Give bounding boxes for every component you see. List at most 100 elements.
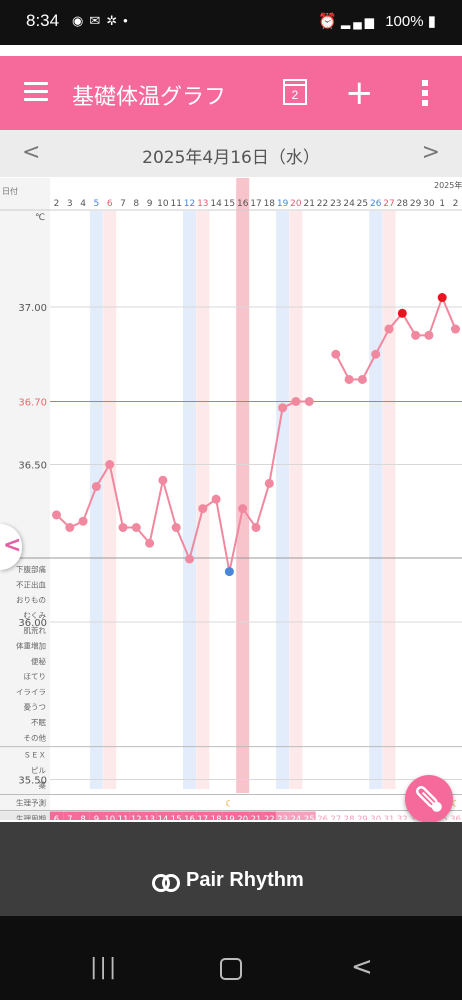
current-date: 2025年4月16日（水） xyxy=(142,148,320,168)
prediction-label: 生理予測 xyxy=(16,798,46,808)
weekend-band xyxy=(382,211,396,789)
weekend-band xyxy=(89,211,103,789)
temperature-point xyxy=(52,510,61,520)
y-axis-unit: ℃ xyxy=(35,213,45,223)
menu-icon[interactable] xyxy=(24,82,48,102)
cycle-day-label: 22 xyxy=(264,815,275,820)
date-tick-label: 4 xyxy=(80,199,86,209)
thermometer-button[interactable] xyxy=(405,775,453,823)
calendar-day: 2 xyxy=(291,88,299,102)
symptom-label: おりもの xyxy=(16,596,46,605)
symptom-label: 下腹部痛 xyxy=(16,564,46,574)
alarm-icon: ⏰ xyxy=(318,13,337,30)
label-column xyxy=(0,178,50,820)
temperature-point xyxy=(278,403,288,413)
more-vertical-icon[interactable] xyxy=(422,80,430,110)
weekend-band xyxy=(289,211,303,789)
temperature-point xyxy=(291,397,301,406)
date-tick-label: 15 xyxy=(224,199,235,209)
date-axis-label: 日付 xyxy=(2,186,18,196)
cycle-day-label: 19 xyxy=(224,815,235,820)
date-tick-label: 21 xyxy=(303,199,314,209)
cycle-day-label: 25 xyxy=(304,815,315,820)
temperature-point xyxy=(65,523,75,532)
signal-icon: ▂▄▆ xyxy=(341,15,378,29)
cycle-day-label: 21 xyxy=(251,815,262,820)
date-tick-label: 22 xyxy=(317,199,328,209)
temperature-point xyxy=(411,330,421,340)
cycle-day-label: 16 xyxy=(184,815,195,820)
cycle-day-label: 6 xyxy=(54,815,59,820)
temperature-line-segment xyxy=(148,480,164,544)
date-tick-label: 25 xyxy=(357,199,368,209)
status-bar: 8:34 ◉✉✲• ⏰ ▂▄▆ 100% ▮ xyxy=(0,0,462,45)
prev-day-button[interactable]: < xyxy=(22,140,41,165)
y-tick-label: 36.00 xyxy=(18,618,47,629)
misc-label: 薬 xyxy=(39,780,47,790)
plus-icon[interactable]: + xyxy=(345,73,374,113)
date-tick-label: 20 xyxy=(290,199,302,209)
temperature-point xyxy=(384,324,394,334)
status-time: 8:34 xyxy=(26,11,60,30)
temperature-line-segment xyxy=(427,297,444,336)
misc-label: ピル xyxy=(31,766,46,775)
temperature-line-segment xyxy=(108,464,124,528)
date-tick-label: 2 xyxy=(54,199,60,209)
today-band xyxy=(236,178,250,793)
cycle-day-label: 30 xyxy=(370,815,381,820)
temperature-point xyxy=(331,349,341,359)
cycle-day-label: 29 xyxy=(357,815,368,820)
system-nav-bar: ||| < xyxy=(0,916,462,1000)
temperature-point xyxy=(78,516,88,526)
date-tick-label: 12 xyxy=(184,199,195,209)
temperature-point xyxy=(238,504,248,514)
cycle-label: 生理周期 xyxy=(16,814,46,821)
battery-icon: ▮ xyxy=(427,13,436,30)
temperature-line-segment xyxy=(334,353,350,380)
cycle-day-label: 31 xyxy=(384,815,395,820)
date-tick-label: 6 xyxy=(107,199,113,209)
temperature-point xyxy=(264,478,274,488)
side-drawer-tab[interactable]: < xyxy=(0,524,22,570)
back-button[interactable]: < xyxy=(351,952,373,982)
temperature-point xyxy=(344,374,354,384)
date-tick-label: 2 xyxy=(453,199,459,209)
recent-apps-button[interactable]: ||| xyxy=(90,955,119,980)
date-tick-label: 16 xyxy=(237,199,249,209)
symptom-label: 憂うつ xyxy=(24,703,47,712)
pairrhythm-logo-icon xyxy=(152,874,180,892)
temperature-point xyxy=(185,554,194,564)
temperature-line-segment xyxy=(361,353,377,380)
temperature-point xyxy=(171,523,181,532)
temperature-point xyxy=(211,494,221,504)
temperature-point xyxy=(371,349,381,359)
moon-icon: ☾ xyxy=(225,800,233,810)
app-header: 基礎体温グラフ 2 + xyxy=(0,56,462,130)
date-tick-label: 30 xyxy=(423,199,435,209)
date-tick-label: 27 xyxy=(383,199,394,209)
home-button[interactable] xyxy=(220,958,242,980)
symptom-label: その他 xyxy=(24,732,47,742)
next-day-button[interactable]: > xyxy=(421,140,440,165)
date-tick-label: 13 xyxy=(197,199,208,209)
y-tick-label: 35.50 xyxy=(18,776,47,787)
temperature-point xyxy=(145,538,155,548)
temperature-chart[interactable]: 日付 2025年 2 3 4 5 6 7 8 9 10 11 12 13 14 15 16 17 18 19 20 21 2… xyxy=(0,146,462,826)
cycle-day-label: 8 xyxy=(80,815,85,820)
temperature-point xyxy=(131,523,141,532)
temperature-line-segment xyxy=(82,486,98,522)
weekend-band xyxy=(103,211,117,789)
temperature-line-segment xyxy=(255,483,271,528)
temperature-point xyxy=(158,475,168,485)
cycle-day-label: 9 xyxy=(94,815,99,820)
temperature-point xyxy=(304,397,314,406)
cycle-day-label: 27 xyxy=(330,815,341,820)
date-tick-label: 18 xyxy=(264,199,276,209)
cycle-day-label: 17 xyxy=(197,815,208,820)
date-nav: < 2025年4月16日（水） > xyxy=(0,130,462,177)
cycle-day-label: 12 xyxy=(131,815,142,820)
cycle-day-label: 10 xyxy=(104,815,115,820)
chevron-left-icon: < xyxy=(3,533,22,558)
calendar-icon[interactable]: 2 xyxy=(283,79,307,105)
